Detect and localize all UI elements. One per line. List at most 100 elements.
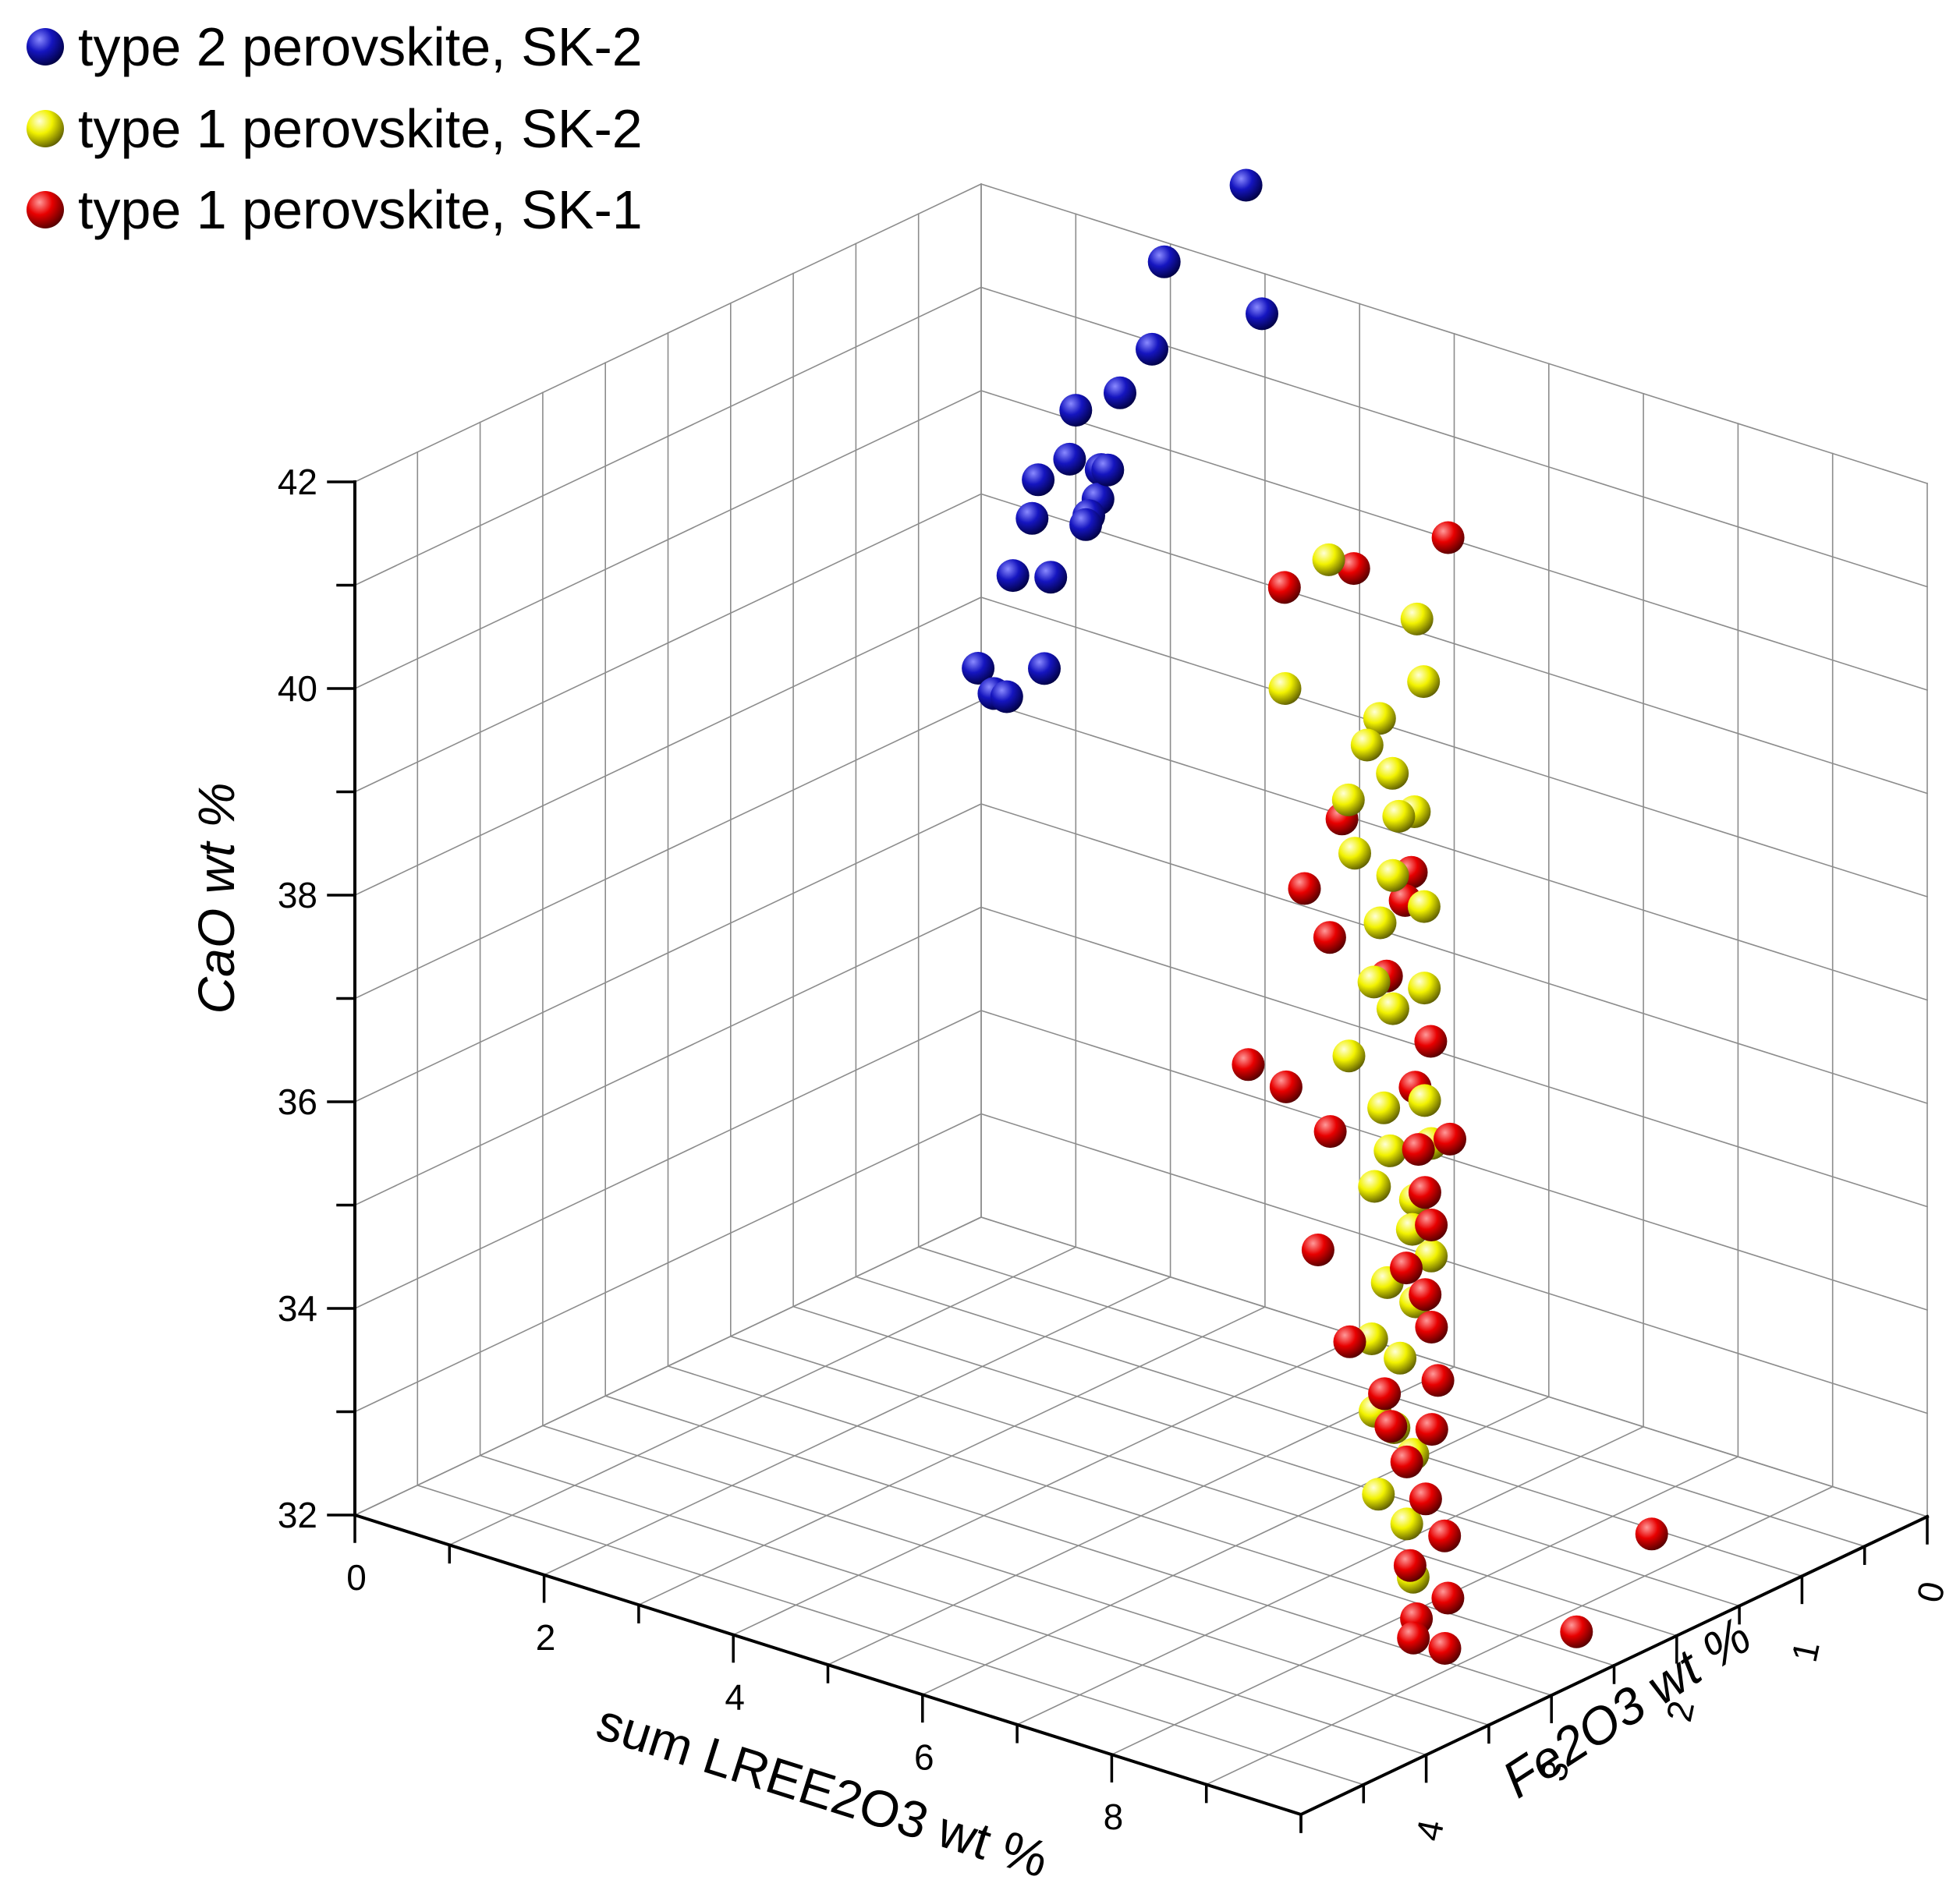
grid-line-floor [792, 1305, 1741, 1607]
x-axis-title: sum LREE2O3 wt % [590, 1692, 1055, 1888]
z-tick-label: 40 [278, 668, 317, 709]
legend-item: type 2 perovskite, SK-2 [27, 16, 643, 77]
legend-item: type 1 perovskite, SK-2 [27, 98, 643, 159]
grid-line-floor [980, 1216, 1929, 1518]
grid-line-left-wall [353, 493, 983, 793]
data-point-type1-sk2 [1363, 906, 1397, 940]
data-point-type1-sk1 [1313, 921, 1346, 954]
data-point-type1-sk1 [1288, 872, 1321, 905]
data-point-type1-sk1 [1428, 1632, 1462, 1665]
data-point-type1-sk2 [1376, 992, 1409, 1025]
data-point-type1-sk1 [1397, 1621, 1430, 1655]
y-tick-label: 4 [1408, 1816, 1451, 1844]
data-point-type1-sk1 [1428, 1519, 1462, 1552]
legend: type 2 perovskite, SK-2 type 1 perovskit… [27, 16, 643, 240]
data-point-type1-sk2 [1312, 543, 1345, 576]
data-point-type1-sk2 [1373, 1134, 1407, 1167]
data-point-type1-sk2 [1384, 1341, 1417, 1375]
data-point-type2-sk2 [1034, 561, 1068, 594]
z-axis-title: CaO wt % [187, 782, 245, 1014]
legend-marker-blue [27, 28, 64, 65]
data-point-type2-sk2 [1104, 376, 1136, 409]
data-point-type1-sk2 [1362, 1478, 1395, 1511]
grid-line-back-wall [980, 802, 1929, 1105]
data-point-type1-sk2 [1358, 1170, 1391, 1203]
data-point-type1-sk1 [1431, 1581, 1465, 1615]
data-point-type1-sk2 [1400, 602, 1434, 635]
data-point-type1-sk2 [1407, 890, 1441, 923]
legend-item: type 1 perovskite, SK-1 [27, 179, 643, 240]
data-point-type1-sk1 [1415, 1413, 1448, 1446]
data-point-type1-sk1 [1414, 1025, 1448, 1058]
data-point-type2-sk2 [1091, 453, 1125, 487]
data-point-type2-sk2 [962, 652, 995, 685]
data-point-type1-sk1 [1333, 1325, 1366, 1358]
grid-line-left-wall [353, 802, 983, 1103]
data-point-type1-sk2 [1268, 672, 1302, 705]
x-tick-label: 2 [536, 1617, 556, 1658]
grid-line-back-wall [980, 906, 1929, 1208]
data-point-type2-sk2 [1022, 463, 1055, 497]
data-point-type1-sk1 [1301, 1234, 1334, 1266]
x-tick-label: 8 [1104, 1797, 1124, 1837]
x-tick-label: 0 [346, 1557, 367, 1598]
grid-line-back-wall [980, 699, 1929, 1001]
data-point-type1-sk1 [1434, 1122, 1466, 1156]
data-point-type1-sk2 [1332, 1039, 1366, 1073]
data-point-type1-sk2 [1390, 1507, 1423, 1541]
data-point-type2-sk2 [1147, 245, 1181, 278]
data-point-type2-sk2 [1069, 508, 1103, 541]
data-point-type1-sk1 [1368, 1377, 1402, 1411]
z-tick-label: 36 [278, 1082, 317, 1122]
grid-line-back-wall [980, 493, 1929, 795]
data-point-type1-sk2 [1338, 837, 1371, 870]
data-point-type1-sk2 [1376, 756, 1409, 790]
data-point-type1-sk1 [1267, 571, 1301, 604]
data-point-type2-sk2 [996, 559, 1030, 593]
data-point-type1-sk2 [1376, 858, 1409, 892]
grid-line-back-wall [980, 182, 1929, 485]
data-point-type1-sk2 [1408, 1084, 1441, 1117]
z-tick-label: 34 [278, 1288, 317, 1329]
data-point-type1-sk2 [1408, 972, 1441, 1005]
data-point-type1-sk1 [1337, 552, 1370, 586]
data-point-type1-sk1 [1390, 1251, 1423, 1285]
y-axis-title: Fe2O3 wt % [1492, 1606, 1761, 1809]
data-point-type1-sk2 [1363, 702, 1396, 735]
data-point-type1-sk1 [1408, 1176, 1441, 1209]
z-tick-label: 42 [278, 462, 317, 502]
data-point-type1-sk1 [1232, 1048, 1265, 1082]
grid-line-back-wall [980, 596, 1929, 898]
data-point-type1-sk1 [1409, 1482, 1442, 1516]
data-point-type1-sk1 [1415, 1311, 1448, 1344]
grid-line-left-wall [353, 906, 983, 1206]
data-point-type1-sk1 [1415, 1209, 1448, 1241]
data-point-type1-sk1 [1313, 1115, 1347, 1149]
grid-line-left-wall [353, 596, 983, 897]
x-tick-label: 4 [725, 1677, 745, 1718]
grid-line-left-wall [353, 1009, 983, 1310]
data-point-type1-sk2 [1415, 1239, 1448, 1273]
grid-line-left-wall [353, 286, 983, 586]
data-point-type2-sk2 [990, 680, 1023, 713]
data-point-type2-sk2 [1246, 297, 1278, 331]
grid-line-left-wall [353, 1113, 983, 1413]
data-point-type1-sk1 [1635, 1517, 1668, 1551]
grid-line-floor [604, 1395, 1553, 1697]
grid-line-floor [541, 1425, 1490, 1726]
data-point-type1-sk1 [1269, 1070, 1303, 1103]
grid-line-back-wall [980, 286, 1929, 588]
grid-line-floor [479, 1454, 1427, 1756]
data-point-type1-sk2 [1367, 1091, 1401, 1124]
data-point-type1-sk1 [1421, 1364, 1455, 1397]
legend-label: type 1 perovskite, SK-2 [78, 98, 643, 159]
grid-line-back-wall [980, 1113, 1929, 1414]
data-point-type2-sk2 [1015, 501, 1049, 535]
data-point-type1-sk2 [1350, 728, 1384, 762]
z-tick-label: 38 [278, 875, 317, 915]
legend-marker-yellow [27, 110, 64, 147]
data-point-type1-sk1 [1409, 1278, 1442, 1312]
data-point-type2-sk2 [1053, 442, 1086, 476]
data-point-type1-sk1 [1431, 521, 1465, 554]
